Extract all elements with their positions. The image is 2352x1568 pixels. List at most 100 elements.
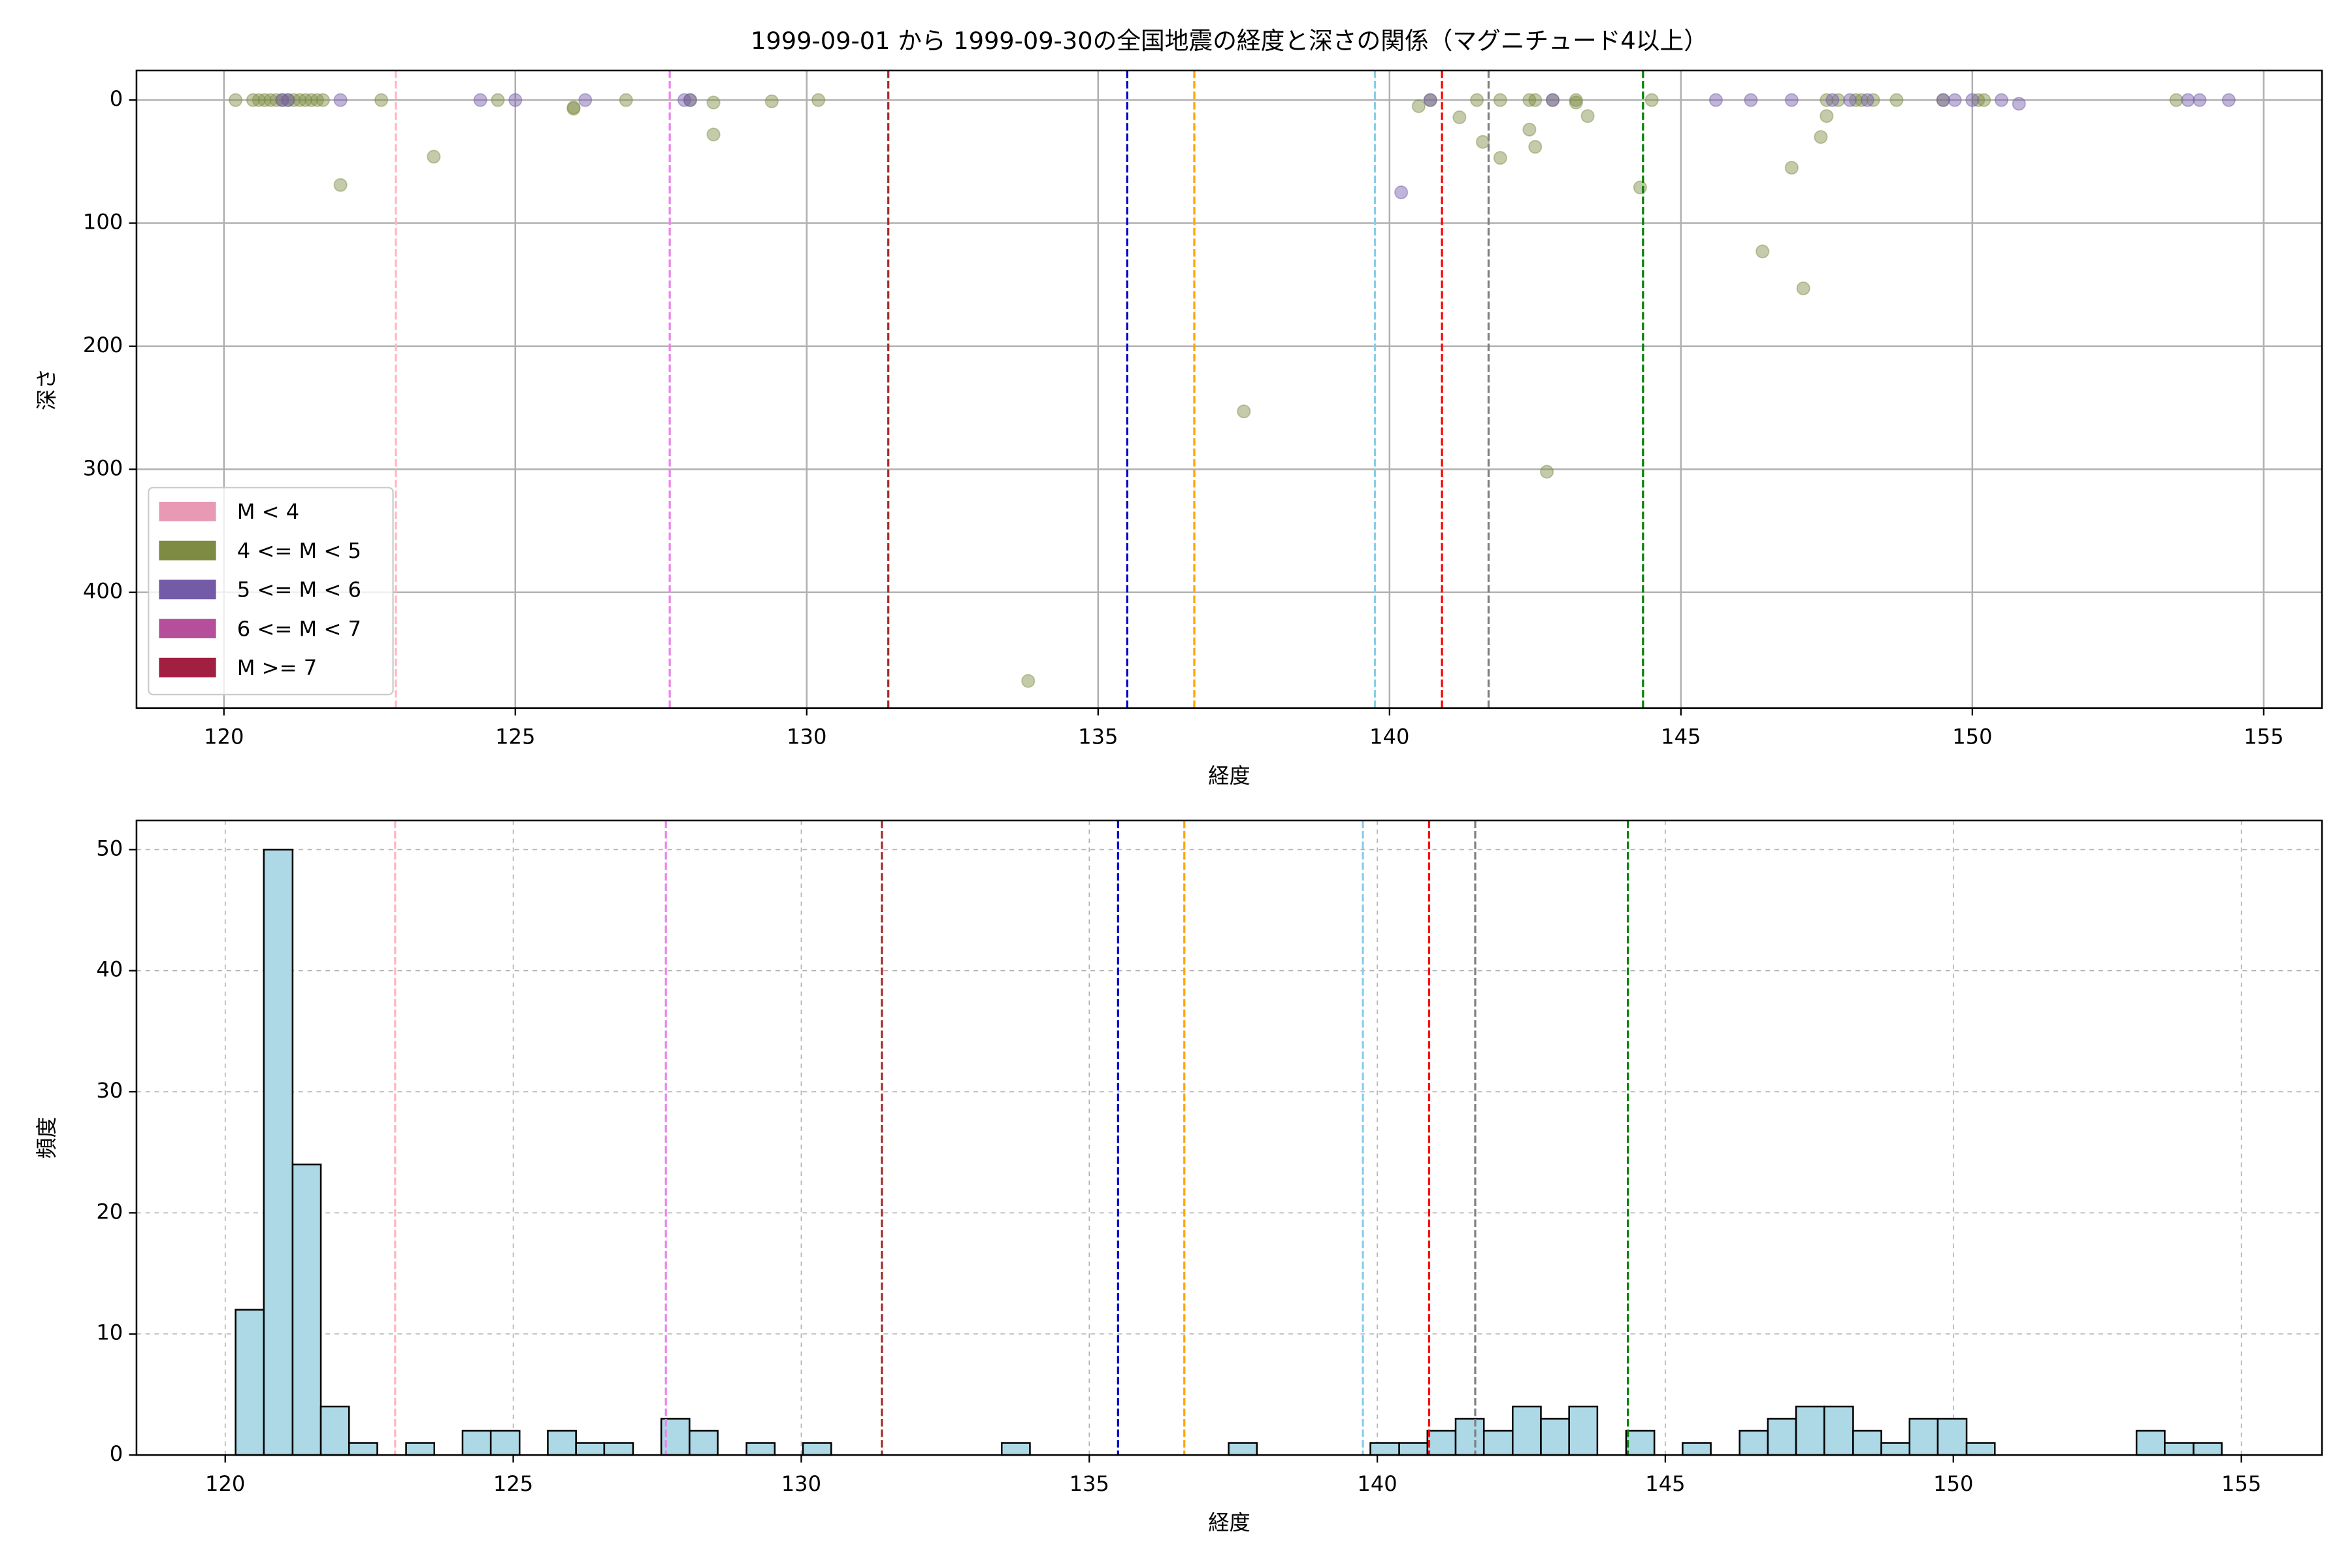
scatter-point [1493,93,1507,107]
histogram-bar [802,1442,832,1456]
scatter-point [2181,93,2195,107]
scatter-point [683,93,697,107]
histogram-bar [745,1442,776,1456]
histogram-bar [1568,1405,1599,1456]
y-axis-label: 頻度 [34,1117,59,1158]
scatter-point [1866,93,1880,107]
scatter-point [1825,93,1840,107]
histogram-bar [1228,1442,1258,1456]
y-tick-label: 0 [110,1441,123,1466]
scatter-point [1237,404,1251,419]
histogram-bar [348,1442,378,1456]
x-tick-label: 135 [1078,725,1118,749]
histogram-bar [235,1309,265,1456]
scatter-point [566,101,581,116]
scatter-point [1569,95,1583,110]
y-tick-label: 400 [83,579,123,604]
x-tick-label: 140 [1369,725,1409,749]
scatter-point [811,93,826,107]
scatter-point [764,94,779,108]
scatter-point [1756,244,1770,259]
x-tick-label: 155 [2244,725,2283,749]
scatter-point [566,100,581,115]
scatter-point [299,93,313,107]
y-tick-label: 40 [96,957,123,982]
scatter-point [1423,93,1437,107]
histogram-bar [1936,1418,1968,1456]
x-axis-label: 経度 [1208,1511,1250,1535]
histogram-bar [1512,1405,1542,1456]
scatter-point [1475,135,1490,149]
scatter-point [677,93,692,107]
scatter-point [1546,93,1560,107]
scatter-point [1784,93,1799,107]
scatter-point [1569,93,1583,107]
histogram-bar [461,1429,492,1456]
scatter-point [1580,109,1595,123]
scatter-point [257,93,272,107]
scatter-point [304,93,319,107]
x-tick-label: 120 [204,725,244,749]
x-tick-label: 145 [1645,1471,1685,1496]
y-tick-label: 0 [110,86,123,111]
scatter-point [1394,185,1409,199]
x-axis-label: 経度 [1208,763,1250,788]
legend-label: M < 4 [237,499,300,524]
scatter-point [1744,93,1758,107]
scatter-point [2193,93,2207,107]
histogram-bar [1625,1429,1656,1456]
scatter-point [374,93,389,107]
scatter-point [1540,465,1554,479]
scatter-point [1644,93,1659,107]
legend-swatch [159,657,216,678]
scatter-point [281,93,295,107]
scatter-point [1546,93,1560,107]
scatter-point [2169,93,2183,107]
histogram-bar [1908,1418,1939,1456]
histogram-bar [1426,1429,1457,1456]
legend-label: 4 <= M < 5 [237,538,361,563]
scatter-point [229,93,243,107]
legend-label: 5 <= M < 6 [237,578,361,602]
histogram-bar [603,1442,634,1456]
scatter-point [287,93,301,107]
scatter-point [1848,93,1863,107]
x-tick-label: 135 [1070,1471,1109,1496]
scatter-point [1796,281,1810,295]
scatter-point [619,93,633,107]
scatter-point [1411,99,1426,114]
scatter-point [1528,140,1543,154]
scatter-point [1708,93,1723,107]
scatter-point [1977,93,1991,107]
scatter-point [427,150,441,164]
axes-frame [135,819,2323,1456]
y-axis-label: 深さ [34,368,59,410]
scatter-point [1452,110,1467,125]
scatter-point [2221,93,2236,107]
histogram-bar [1795,1405,1825,1456]
scatter-point [1784,161,1799,175]
scatter-point [246,93,260,107]
scatter-point [275,93,289,107]
scatter-point [1021,674,1036,688]
legend-box [148,487,394,696]
scatter-point [473,93,487,107]
scatter-point [1423,93,1437,107]
histogram-bar [1454,1418,1485,1456]
scatter-point [578,93,593,107]
scatter-point [333,93,348,107]
scatter-point [1994,93,2009,107]
chart-title: 1999-09-01 から 1999-09-30の全国地震の経度と深さの関係（マ… [751,27,1708,55]
scatter-point [333,178,348,192]
histogram-bar [1965,1442,1996,1456]
x-tick-label: 140 [1357,1471,1397,1496]
x-tick-label: 145 [1661,725,1701,749]
scatter-point [1814,130,1828,144]
histogram-bar [1369,1442,1400,1456]
legend-label: 6 <= M < 7 [237,616,361,641]
scatter-point [1493,151,1507,165]
y-tick-label: 20 [96,1199,123,1224]
histogram-bar [689,1429,719,1456]
y-tick-label: 100 [83,210,123,235]
